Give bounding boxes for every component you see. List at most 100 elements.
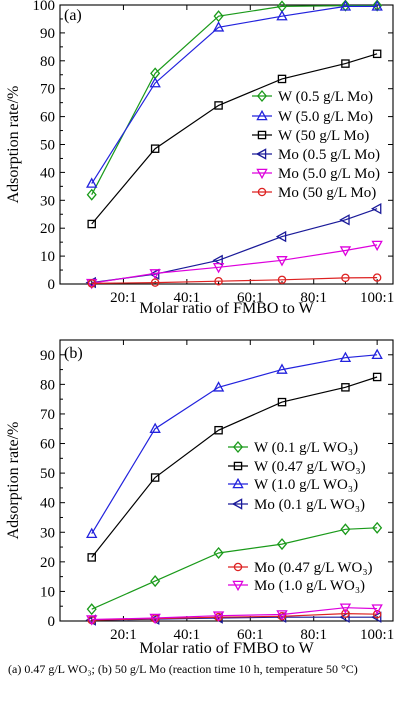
- data-point: [339, 214, 350, 226]
- data-point: [149, 422, 161, 433]
- series-3: [87, 49, 382, 229]
- legend-label: Mo (50 g/L Mo): [278, 185, 376, 201]
- data-point: [150, 144, 160, 153]
- x-tick-label: 80:1: [300, 627, 327, 643]
- data-point: [277, 275, 287, 285]
- chart-panel-b: 0 10 20 30 40 50 60 70 80 90 20:1 40:1 60:1 80:1 100:1…: [5, 339, 394, 657]
- x-axis-label: Molar ratio of FMBO to W: [139, 300, 314, 317]
- series-6: [87, 273, 382, 288]
- legend-marker: [233, 461, 243, 471]
- data-point: [341, 609, 350, 618]
- data-point: [87, 219, 96, 229]
- legend-label: Mo (0.47 g/L WO₃): [254, 560, 373, 576]
- series-line: [91, 244, 378, 284]
- data-point: [150, 278, 160, 287]
- x-tick-label: 100:1: [360, 627, 394, 643]
- data-point: [87, 279, 96, 288]
- y-tick-label: 70: [40, 407, 55, 423]
- data-point: [339, 246, 352, 257]
- y-tick-label: 80: [40, 54, 55, 70]
- series-line: [91, 277, 378, 284]
- legend-marker: [256, 89, 268, 103]
- y-tick-label: 40: [40, 496, 55, 512]
- data-point: [212, 381, 225, 392]
- data-point: [371, 604, 383, 615]
- y-axis-label: Adsorption rate/%: [5, 86, 22, 204]
- legend-entry: W (0.1 g/L WO₃): [228, 440, 358, 456]
- data-point: [276, 10, 288, 21]
- legend-entry: Mo (0.47 g/L WO₃): [228, 560, 373, 576]
- chart-panel-a: 0 10 20 30 40 50 60 70 80 90 100 20:1 40:1 60:1 80:1 10…: [5, 0, 394, 317]
- y-tick-label: 0: [48, 277, 56, 293]
- legend-label: Mo (1.0 g/L WO₃): [254, 578, 365, 594]
- data-point: [370, 202, 382, 215]
- legend-marker: [255, 148, 267, 160]
- y-axis-label: Adsorption rate/%: [5, 422, 22, 540]
- data-point: [339, 603, 352, 614]
- x-tick-label: 100:1: [360, 290, 394, 306]
- data-point: [214, 276, 223, 286]
- data-point: [371, 348, 383, 360]
- data-point: [214, 101, 223, 110]
- legend-entry: W (0.47 g/L WO₃): [228, 459, 366, 475]
- data-point: [371, 0, 383, 11]
- series-line: [91, 527, 378, 610]
- legend-marker: [256, 109, 268, 121]
- data-point: [340, 523, 351, 536]
- data-point: [212, 21, 225, 32]
- legend-marker: [256, 168, 268, 180]
- data-point: [86, 527, 98, 538]
- x-axis-label: Molar ratio of FMBO to W: [139, 640, 314, 657]
- data-point: [341, 59, 350, 68]
- legend-label: W (1.0 g/L WO₃): [254, 477, 358, 493]
- series-line: [91, 376, 378, 558]
- legend-marker: [257, 130, 267, 140]
- series-2: [87, 372, 382, 562]
- y-tick-label: 20: [40, 555, 55, 571]
- legend-entry: W (50 g/L Mo): [252, 128, 369, 144]
- data-point: [275, 230, 287, 243]
- legend-label: W (0.1 g/L WO₃): [254, 440, 358, 456]
- y-tick-label: 90: [40, 26, 55, 42]
- data-point: [213, 546, 224, 559]
- x-tick-label: 40:1: [174, 290, 201, 306]
- x-tick-label: 20:1: [110, 627, 137, 643]
- data-point: [276, 256, 288, 267]
- x-tick-label: 40:1: [174, 627, 201, 643]
- data-point: [86, 615, 98, 626]
- data-point: [87, 553, 96, 562]
- data-point: [370, 611, 382, 623]
- legend-marker: [232, 580, 244, 592]
- data-point: [276, 363, 288, 374]
- data-point: [276, 538, 288, 551]
- legend-label: W (0.5 g/L Mo): [278, 89, 373, 105]
- legend-marker: [257, 187, 267, 197]
- legend-entry: Mo (1.0 g/L WO₃): [228, 578, 365, 594]
- legend-marker: [231, 498, 243, 510]
- legend-marker: [233, 562, 243, 572]
- legend-entry: Mo (0.1 g/L WO₃): [228, 497, 365, 513]
- legend-label: Mo (0.1 g/L WO₃): [254, 497, 365, 513]
- data-point: [339, 0, 352, 11]
- legend-label: W (5.0 g/L Mo): [278, 109, 373, 125]
- plot-frame: [59, 4, 394, 285]
- data-point: [277, 74, 287, 84]
- data-point: [150, 575, 161, 588]
- series-line: [91, 208, 378, 284]
- y-tick-label: 50: [40, 466, 55, 482]
- legend-entry: W (0.5 g/L Mo): [252, 89, 373, 105]
- data-point: [149, 76, 161, 88]
- data-point: [341, 383, 350, 392]
- legend-entry: Mo (5.0 g/L Mo): [252, 166, 380, 182]
- data-point: [372, 372, 382, 382]
- data-point: [277, 397, 287, 407]
- data-point: [150, 473, 160, 482]
- data-point: [86, 177, 98, 188]
- data-point: [86, 188, 97, 201]
- legend-entry: Mo (0.5 g/L Mo): [252, 147, 380, 163]
- y-tick-label: 30: [40, 525, 55, 541]
- y-tick-label: 80: [40, 377, 55, 393]
- plot-frame: [59, 339, 394, 622]
- data-point: [371, 240, 383, 252]
